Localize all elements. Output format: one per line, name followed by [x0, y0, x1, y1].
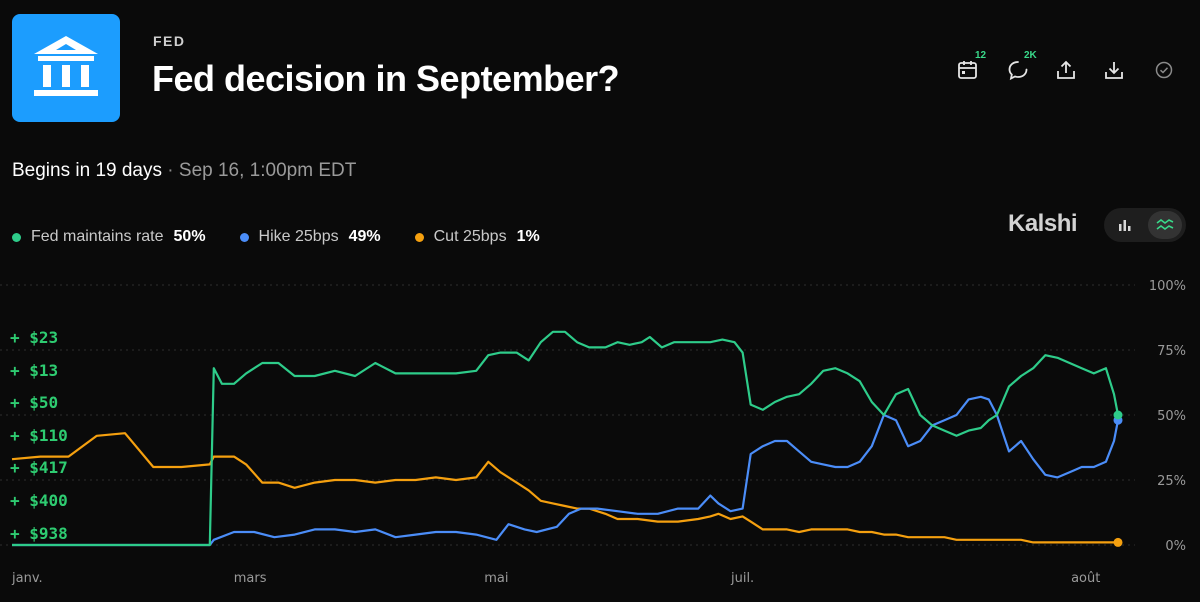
calendar-icon: [958, 61, 977, 79]
begins-label: Begins in 19 days: [12, 160, 162, 181]
market-title: Fed decision in September?: [152, 58, 620, 99]
price-chart: 100% 75% 50% 25% 0% janv. mars mai juil. août + …: [0, 279, 1186, 586]
y-tick-label: 100%: [1149, 279, 1186, 294]
comments-button[interactable]: 2K: [1000, 50, 1037, 88]
comment-icon: [1008, 61, 1028, 81]
comments-badge: 2K: [1024, 50, 1037, 61]
x-tick-label: janv.: [11, 571, 43, 586]
check-circle-icon: [1155, 61, 1173, 79]
check-button[interactable]: [1146, 52, 1182, 88]
legend-item-cut[interactable]: Cut 25bps 1%: [414, 228, 540, 246]
calendar-badge: 12: [975, 50, 987, 61]
x-tick-label: mai: [484, 571, 508, 586]
legend-dot-cut: [414, 232, 424, 242]
event-date: Sep 16, 1:00pm EDT: [178, 160, 357, 181]
legend-value: 1%: [516, 228, 540, 245]
brand-logo: Kalshi: [1008, 210, 1078, 237]
market-logo: [12, 14, 120, 122]
legend-label: Fed maintains rate: [31, 228, 164, 245]
market-category: FED: [153, 33, 186, 49]
separator-dot: ·: [167, 160, 174, 181]
y-tick-label: 25%: [1157, 474, 1186, 489]
series-line-fed-maintains-rate: [12, 330, 1120, 547]
x-tick-label: août: [1071, 571, 1100, 586]
series-line-hike-25bps: [12, 395, 1120, 547]
schedule-line: Begins in 19 days · Sep 16, 1:00pm EDT: [12, 160, 356, 182]
legend-value: 50%: [173, 228, 206, 245]
legend-dot-maintain: [12, 232, 21, 242]
x-tick-label: mars: [234, 571, 267, 586]
legend-item-hike[interactable]: Hike 25bps 49%: [239, 228, 381, 246]
legend-dot-hike: [239, 232, 249, 242]
series-line-cut-25bps: [11, 432, 1118, 544]
legend-item-maintain[interactable]: Fed maintains rate 50%: [12, 228, 206, 246]
toolbar: 12 2K: [950, 50, 1182, 88]
legend-label: Cut 25bps: [433, 228, 507, 245]
share-button[interactable]: [1048, 52, 1084, 88]
legend-value: 49%: [348, 228, 381, 245]
chart-legend: Fed maintains rate 50% Hike 25bps 49% Cu…: [12, 228, 574, 246]
payout-label: + $400: [10, 491, 68, 510]
download-icon: [1105, 62, 1123, 79]
payout-label: + $110: [10, 426, 68, 445]
download-button[interactable]: [1096, 52, 1132, 88]
bar-chart-icon: [1119, 220, 1131, 231]
payout-label: + $50: [10, 393, 58, 412]
series-endpoint: [1113, 537, 1123, 547]
payout-label: + $938: [10, 524, 68, 543]
legend-label: Hike 25bps: [258, 228, 339, 245]
series-endpoint: [1113, 410, 1123, 420]
payout-label: + $13: [10, 361, 58, 380]
chart-view-toggle: [1104, 208, 1186, 242]
calendar-button[interactable]: 12: [950, 50, 987, 88]
share-icon: [1057, 60, 1075, 79]
line-view-button[interactable]: [1148, 211, 1182, 239]
payout-label: + $23: [10, 328, 58, 347]
y-tick-label: 50%: [1157, 409, 1186, 424]
line-chart-icon: [1156, 219, 1174, 230]
y-tick-label: 0%: [1165, 539, 1186, 554]
x-tick-label: juil.: [730, 571, 754, 586]
bank-icon: [34, 36, 98, 96]
bar-view-button[interactable]: [1108, 211, 1142, 239]
payout-label: + $417: [10, 458, 68, 477]
y-tick-label: 75%: [1157, 344, 1186, 359]
